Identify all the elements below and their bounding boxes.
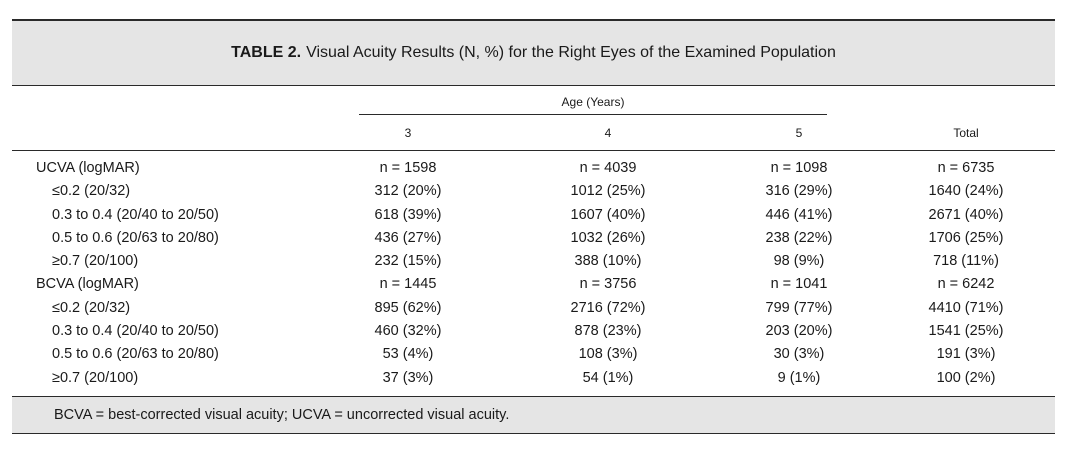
cell-age-5: 9 (1%): [777, 369, 821, 386]
cell-age-5: n = 1098: [770, 160, 828, 176]
row-label: 0.3 to 0.4 (20/40 to 20/50): [52, 323, 219, 340]
table-row: BCVA (logMAR) n = 1445 n = 3756 n = 1041…: [12, 273, 1055, 296]
cell-age-4: 1012 (25%): [570, 183, 646, 200]
cell-age-3: 460 (32%): [374, 323, 442, 340]
cell-age-5: 30 (3%): [773, 346, 825, 363]
column-header-age-4: 4: [604, 126, 612, 140]
cell-age-4: 2716 (72%): [570, 299, 646, 316]
column-header-age-3: 3: [404, 126, 412, 140]
cell-age-5: 98 (9%): [773, 253, 825, 270]
data-table: TABLE 2. Visual Acuity Results (N, %) fo…: [12, 19, 1055, 434]
cell-total: 1640 (24%): [928, 183, 1004, 200]
table-row: 0.3 to 0.4 (20/40 to 20/50) 618 (39%) 16…: [12, 204, 1055, 227]
cell-age-3: 53 (4%): [382, 346, 434, 363]
cell-age-3: 895 (62%): [374, 299, 442, 316]
footnote-text: BCVA = best-corrected visual acuity; UCV…: [54, 406, 510, 423]
table-row: ≤0.2 (20/32) 312 (20%) 1012 (25%) 316 (2…: [12, 180, 1055, 203]
cell-age-3: 312 (20%): [374, 183, 442, 200]
table-row: 0.5 to 0.6 (20/63 to 20/80) 53 (4%) 108 …: [12, 343, 1055, 366]
table-row: ≥0.7 (20/100) 37 (3%) 54 (1%) 9 (1%) 100…: [12, 367, 1055, 390]
row-label: UCVA (logMAR): [36, 160, 140, 176]
row-label: 0.3 to 0.4 (20/40 to 20/50): [52, 206, 219, 223]
cell-total: 2671 (40%): [928, 206, 1004, 223]
cell-age-4: 1607 (40%): [570, 206, 646, 223]
caption-label: TABLE 2.: [231, 44, 302, 61]
cell-age-3: 618 (39%): [374, 206, 442, 223]
table-row: 0.5 to 0.6 (20/63 to 20/80) 436 (27%) 10…: [12, 227, 1055, 250]
cell-age-3: 37 (3%): [382, 369, 434, 386]
cell-age-3: n = 1598: [379, 160, 437, 176]
column-header-total: Total: [953, 126, 979, 140]
cell-age-4: 54 (1%): [582, 369, 634, 386]
cell-age-4: n = 4039: [579, 160, 637, 176]
row-label: ≤0.2 (20/32): [52, 299, 131, 316]
header-rule: [12, 150, 1055, 151]
cell-age-4: n = 3756: [579, 276, 637, 293]
cell-age-4: 878 (23%): [574, 323, 642, 340]
cell-age-5: 238 (22%): [765, 229, 833, 246]
cell-total: n = 6735: [937, 160, 995, 176]
cell-total: 191 (3%): [936, 346, 996, 363]
cell-age-5: 446 (41%): [765, 206, 833, 223]
table-footnote: BCVA = best-corrected visual acuity; UCV…: [12, 395, 1055, 434]
cell-total: 100 (2%): [936, 369, 996, 386]
table-caption: TABLE 2. Visual Acuity Results (N, %) fo…: [12, 19, 1055, 86]
cell-total: 4410 (71%): [928, 299, 1004, 316]
table-header: Age (Years) 3 4 5 Total: [12, 86, 1055, 150]
table-row: UCVA (logMAR) n = 1598 n = 4039 n = 1098…: [12, 157, 1055, 180]
age-spanner-rule: [359, 114, 827, 115]
table-row: ≥0.7 (20/100) 232 (15%) 388 (10%) 98 (9%…: [12, 250, 1055, 273]
age-spanner-label: Age (Years): [561, 95, 625, 109]
row-label: ≤0.2 (20/32): [52, 183, 131, 200]
cell-age-5: 316 (29%): [765, 183, 833, 200]
table-row: 0.3 to 0.4 (20/40 to 20/50) 460 (32%) 87…: [12, 320, 1055, 343]
row-label: ≥0.7 (20/100): [52, 253, 139, 270]
cell-age-5: 203 (20%): [765, 323, 833, 340]
cell-age-5: 799 (77%): [765, 299, 833, 316]
row-label: ≥0.7 (20/100): [52, 369, 139, 386]
cell-total: n = 6242: [937, 276, 995, 293]
table-body: UCVA (logMAR) n = 1598 n = 4039 n = 1098…: [12, 151, 1055, 396]
cell-age-5: n = 1041: [770, 276, 828, 293]
cell-age-4: 388 (10%): [574, 253, 642, 270]
row-label: 0.5 to 0.6 (20/63 to 20/80): [52, 346, 219, 363]
cell-age-3: 436 (27%): [374, 229, 442, 246]
row-label: BCVA (logMAR): [36, 276, 139, 293]
cell-total: 1706 (25%): [928, 229, 1004, 246]
cell-age-4: 1032 (26%): [570, 229, 646, 246]
cell-age-3: n = 1445: [379, 276, 437, 293]
row-label: 0.5 to 0.6 (20/63 to 20/80): [52, 229, 219, 246]
cell-total: 1541 (25%): [928, 323, 1004, 340]
cell-age-4: 108 (3%): [578, 346, 638, 363]
caption-text: Visual Acuity Results (N, %) for the Rig…: [306, 44, 836, 61]
column-header-age-5: 5: [795, 126, 803, 140]
table-row: ≤0.2 (20/32) 895 (62%) 2716 (72%) 799 (7…: [12, 297, 1055, 320]
cell-age-3: 232 (15%): [374, 253, 442, 270]
cell-total: 718 (11%): [933, 253, 999, 270]
